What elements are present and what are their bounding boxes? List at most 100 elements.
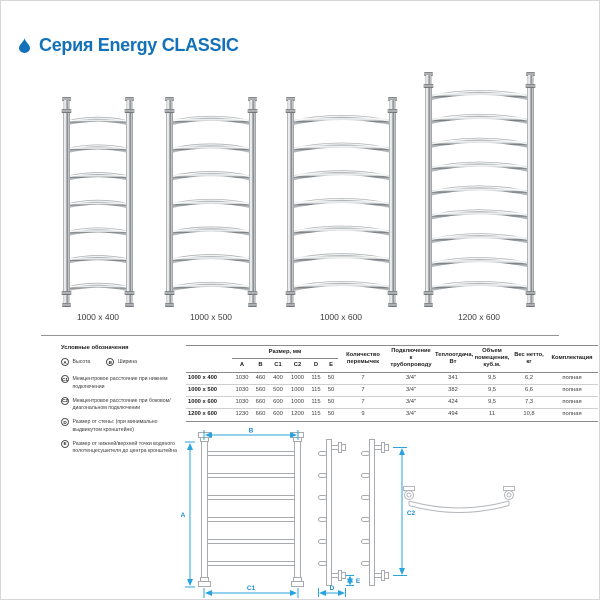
product-figure: 1000 x 400 — [28, 97, 168, 322]
page-header: Серия Energy CLASSIC — [19, 35, 239, 56]
column-header: Объем помещения, куб.м. — [472, 345, 512, 373]
value-cell: 660 — [255, 411, 266, 418]
value-cell: 115 — [311, 374, 321, 381]
dim-label-d: D — [330, 585, 335, 592]
value-cell: 1000 — [291, 399, 304, 406]
dim-label-e: E — [356, 578, 361, 585]
value-cell: 341 — [448, 374, 458, 381]
legend: Условные обозначения A Высота B Ширина C1 Меж… — [61, 345, 185, 462]
value-cell: полная — [562, 386, 582, 393]
dim-label-a: A — [181, 512, 186, 519]
legend-key-badge: C2 — [61, 396, 69, 405]
legend-key-badge: E — [61, 439, 69, 448]
value-cell: 494 — [448, 411, 458, 418]
value-cell: 50 — [327, 386, 335, 393]
product-gallery: 1000 x 400 1000 x 500 1000 x 600 1200 x 600 — [1, 61, 599, 331]
side-view-drawing: E D — [318, 439, 361, 597]
value-cell: 115 — [311, 411, 321, 418]
size-column-header: E — [324, 358, 338, 373]
legend-item-c2: C2 Межцентровое расстояние при боковом/ди… — [61, 396, 185, 413]
value-cell: полная — [562, 374, 582, 381]
towel-rail-image — [285, 97, 397, 307]
model-cell: 1000 x 400 — [188, 374, 218, 381]
value-cell: 460 — [255, 374, 266, 381]
dim-label-c2: C2 — [407, 510, 416, 517]
value-cell: 7 — [361, 374, 365, 381]
water-drop-icon — [19, 38, 30, 53]
legend-key-badge: B — [106, 358, 115, 366]
size-column-header: D — [308, 358, 324, 373]
spec-table-head: Размер, мм Количество перемычек Подключени… — [186, 344, 598, 373]
legend-item-text: Размер от нижней/верхней точки водяного … — [72, 440, 177, 455]
value-cell: 3/4" — [405, 374, 417, 381]
size-column-header: C2 — [287, 358, 308, 373]
legend-item-a: A Высота — [61, 358, 90, 366]
model-cell: 1000 x 500 — [188, 386, 218, 393]
value-cell: 6,6 — [524, 386, 534, 393]
value-cell: 424 — [448, 399, 458, 406]
legend-item-d: D Размер от стены: (при минимально выдвин… — [61, 418, 185, 434]
spec-table: Размер, мм Количество перемычек Подключени… — [186, 344, 598, 422]
top-view-drawing — [403, 486, 515, 513]
table-row: 1000 x 400 1030 460 400 1000 115 50 7 3/4" 341 9,5… — [186, 372, 598, 385]
value-cell: 1000 — [291, 374, 304, 381]
value-cell: 560 — [255, 386, 266, 393]
table-row: 1000 x 500 1030 560 500 1000 115 50 7 3/4" 382 9,5… — [186, 384, 598, 397]
legend-item-text: Ширина — [117, 359, 138, 365]
column-header: Подключение к трубопроводу — [388, 345, 434, 373]
table-row: 1000 x 600 1030 660 600 1000 115 50 7 3/4" 424 9,5… — [186, 397, 598, 409]
value-cell: 10,8 — [523, 411, 535, 418]
column-header: Комплектация — [546, 345, 598, 373]
product-figure: 1000 x 500 — [141, 97, 281, 322]
value-cell: 382 — [448, 386, 458, 393]
product-figure: 1000 x 600 — [271, 97, 411, 322]
legend-item-text: Высота — [72, 359, 91, 365]
legend-ab-row: A Высота B Ширина — [61, 358, 185, 366]
legend-item-text: Размер от стены: (при минимально выдвину… — [72, 419, 158, 433]
legend-items: A Высота B Ширина C1 Межцентровое расстояние … — [61, 358, 185, 456]
value-cell: 3/4" — [405, 411, 417, 418]
dim-label-b: B — [249, 428, 254, 435]
value-cell: 50 — [327, 399, 335, 406]
table-row: 1200 x 600 1230 660 600 1200 115 50 9 3/4" 494 11 1… — [186, 409, 598, 422]
product-figure: 1200 x 600 — [409, 72, 549, 322]
value-cell: 50 — [327, 411, 335, 418]
value-cell: 600 — [273, 399, 283, 406]
value-cell: 400 — [273, 374, 283, 381]
size-column-header: C1 — [269, 358, 287, 373]
legend-item-text: Межцентровое расстояние при боковом/диаг… — [72, 397, 171, 412]
value-cell: 115 — [311, 399, 321, 406]
value-cell: 9,5 — [487, 386, 497, 393]
value-cell: 7 — [361, 386, 365, 393]
size-group-header: Размер, мм — [232, 344, 338, 360]
legend-item-b: B Ширина — [106, 358, 137, 366]
towel-rail-image — [164, 97, 258, 307]
section-divider — [41, 335, 559, 336]
value-cell: 3/4" — [405, 386, 417, 393]
product-size-label: 1000 x 500 — [189, 312, 233, 322]
size-column-header: B — [252, 358, 269, 373]
legend-key-badge: C1 — [61, 375, 69, 384]
product-size-label: 1000 x 600 — [319, 312, 363, 322]
value-cell: 7 — [361, 399, 365, 406]
value-cell: 9,5 — [487, 374, 497, 381]
model-cell: 1000 x 600 — [188, 399, 218, 406]
value-cell: 1030 — [235, 399, 249, 406]
model-cell: 1200 x 600 — [188, 411, 218, 418]
value-cell: 1200 — [291, 411, 304, 418]
model-column-header — [186, 345, 232, 373]
product-size-label: 1200 x 600 — [457, 312, 501, 322]
value-cell: 1030 — [235, 386, 249, 393]
legend-item-c1: C1 Межцентровое расстояние при нижнем под… — [61, 375, 185, 391]
legend-title: Условные обозначения — [61, 345, 129, 351]
value-cell: полная — [562, 411, 582, 418]
technical-drawings: B A C1 E D — [1, 421, 599, 599]
column-header: Вес нетто, кг — [512, 345, 546, 373]
value-cell: 660 — [255, 399, 266, 406]
series-title: Серия Energy CLASSIC — [39, 35, 239, 55]
towel-rail-image — [423, 72, 535, 307]
value-cell: 50 — [327, 374, 335, 381]
value-cell: 115 — [311, 386, 321, 393]
column-header: Теплоотдача, Вт — [434, 345, 473, 373]
